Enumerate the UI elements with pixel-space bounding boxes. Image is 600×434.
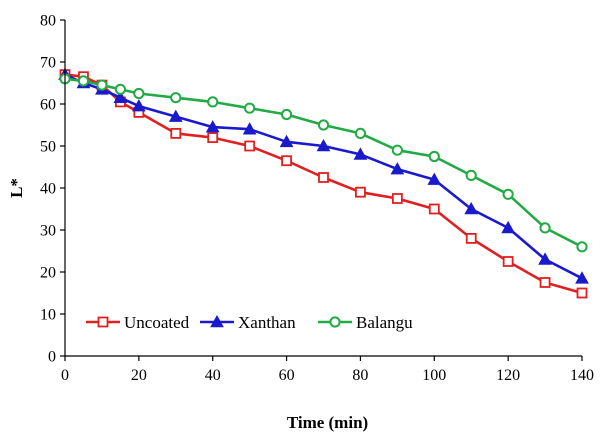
data-point bbox=[171, 93, 180, 102]
legend-item-xanthan: Xanthan bbox=[200, 313, 296, 332]
data-point bbox=[541, 278, 550, 287]
legend-label: Balangu bbox=[356, 313, 413, 332]
data-point bbox=[356, 129, 365, 138]
data-point bbox=[319, 173, 328, 182]
y-tick-label: 10 bbox=[40, 307, 56, 324]
legend-item-balangu: Balangu bbox=[318, 313, 413, 332]
data-point bbox=[430, 205, 439, 214]
y-tick-label: 20 bbox=[40, 265, 56, 282]
data-point bbox=[576, 272, 588, 283]
x-tick-label: 140 bbox=[570, 367, 594, 384]
x-axis-title: Time (min) bbox=[287, 413, 368, 432]
legend: Uncoated Xanthan Balangu bbox=[86, 313, 413, 332]
data-point bbox=[319, 120, 328, 129]
data-point bbox=[393, 146, 402, 155]
data-point bbox=[282, 156, 291, 165]
data-point bbox=[282, 110, 291, 119]
data-point bbox=[393, 194, 402, 203]
legend-marker bbox=[99, 318, 108, 327]
x-tick-label: 60 bbox=[279, 367, 295, 384]
data-point bbox=[504, 190, 513, 199]
data-point bbox=[502, 222, 514, 233]
x-tick-label: 120 bbox=[496, 367, 520, 384]
x-tick-label: 20 bbox=[131, 367, 147, 384]
legend-label: Xanthan bbox=[238, 313, 296, 332]
data-point bbox=[116, 85, 125, 94]
y-tick-label: 60 bbox=[40, 97, 56, 114]
data-point bbox=[208, 133, 217, 142]
data-point bbox=[208, 97, 217, 106]
data-point bbox=[245, 104, 254, 113]
x-tick-label: 100 bbox=[422, 367, 446, 384]
data-point bbox=[134, 89, 143, 98]
data-point bbox=[430, 152, 439, 161]
data-point bbox=[504, 257, 513, 266]
data-point bbox=[245, 142, 254, 151]
y-tick-label: 70 bbox=[40, 55, 56, 72]
y-tick-label: 80 bbox=[40, 13, 56, 30]
data-point bbox=[577, 242, 586, 251]
data-point bbox=[97, 81, 106, 90]
x-tick-label: 80 bbox=[352, 367, 368, 384]
legend-label: Uncoated bbox=[124, 313, 190, 332]
y-axis-title: L* bbox=[7, 178, 26, 198]
x-tick-label: 0 bbox=[61, 367, 69, 384]
y-tick-label: 30 bbox=[40, 223, 56, 240]
data-point bbox=[356, 188, 365, 197]
y-tick-label: 0 bbox=[48, 349, 56, 366]
data-point bbox=[540, 223, 549, 232]
legend-item-uncoated: Uncoated bbox=[86, 313, 190, 332]
data-point bbox=[467, 171, 476, 180]
data-point bbox=[79, 76, 88, 85]
series-line bbox=[65, 79, 582, 247]
data-point bbox=[467, 234, 476, 243]
legend-marker bbox=[330, 317, 339, 326]
data-point bbox=[578, 289, 587, 298]
y-tick-label: 40 bbox=[40, 181, 56, 198]
y-tick-label: 50 bbox=[40, 139, 56, 156]
data-point bbox=[171, 129, 180, 138]
series-layer bbox=[59, 69, 588, 298]
x-tick-label: 40 bbox=[205, 367, 221, 384]
